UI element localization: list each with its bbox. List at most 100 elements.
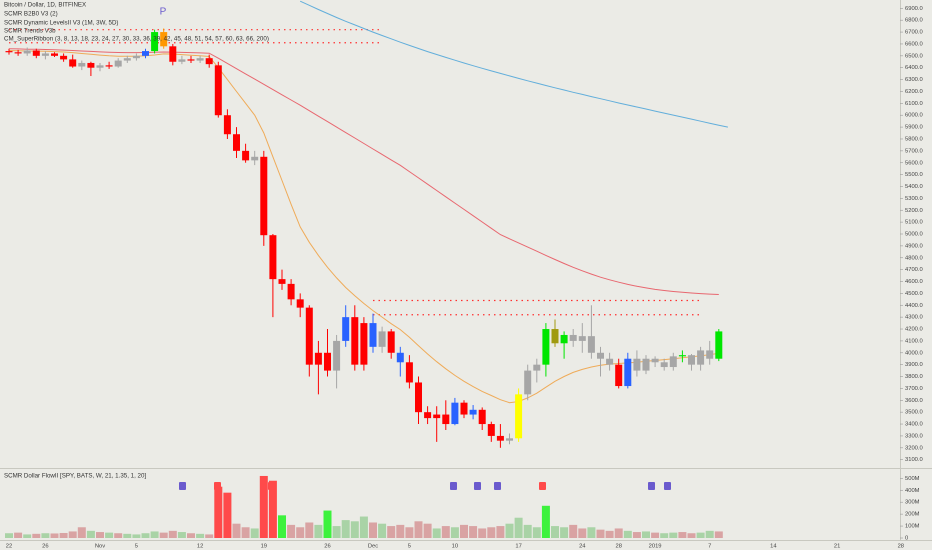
y-tick-label: 4200.0: [905, 327, 923, 333]
y-tick-label: 4900.0: [905, 243, 923, 249]
candle-body: [223, 115, 231, 135]
candle-body: [533, 364, 541, 371]
candle-body: [305, 307, 313, 365]
volume-bar: [660, 533, 669, 538]
candle-body: [487, 424, 495, 436]
candle-body: [578, 336, 586, 341]
candle-body: [296, 299, 304, 308]
candle-body: [51, 53, 58, 56]
candle-body: [615, 364, 623, 387]
y-tick-label: 4300.0: [905, 315, 923, 321]
volume-bar: [541, 505, 550, 538]
candle-body: [151, 32, 159, 52]
candle-body: [433, 414, 441, 419]
volume-bar: [378, 523, 387, 538]
candle-body: [515, 394, 523, 439]
volume-bar: [105, 532, 114, 538]
candle-body: [560, 334, 568, 344]
indicator-label: CM_SuperRibbon (3, 8, 13, 18, 23, 24, 27…: [4, 36, 269, 43]
volume-bar: [651, 532, 660, 538]
candle-body: [114, 60, 122, 67]
volume-bar: [323, 510, 332, 538]
candle-body: [469, 409, 477, 415]
x-tick-label: 28: [898, 544, 904, 550]
volume-bar: [487, 527, 496, 538]
y-tick-label: 5500.0: [905, 172, 923, 178]
volume-bar: [505, 523, 514, 538]
volume-bar: [614, 528, 623, 538]
candle-body: [396, 352, 404, 363]
signal-marker: [450, 482, 457, 490]
volume-bar: [114, 533, 123, 538]
signal-marker: [214, 482, 221, 490]
y-tick-label: 5900.0: [905, 125, 923, 131]
signal-markers: [179, 482, 671, 490]
candle-body: [606, 358, 614, 365]
candle-body: [597, 352, 604, 359]
candle-body: [41, 53, 49, 56]
volume-bar: [250, 528, 259, 538]
candle-body: [478, 409, 486, 425]
y-tick-label: 300M: [905, 500, 920, 506]
volume-bar: [551, 526, 559, 538]
volume-bar: [332, 526, 341, 538]
volume-bar: [596, 529, 605, 538]
price-pane: [5, 0, 729, 448]
volume-bar: [578, 528, 587, 538]
volume-bar: [305, 522, 314, 538]
x-tick-label: 12: [197, 544, 203, 550]
volume-bar: [396, 524, 405, 538]
y-tick-label: 3300.0: [905, 433, 923, 439]
candle-body: [324, 352, 331, 371]
volume-bar: [278, 515, 286, 538]
candle-body: [196, 58, 204, 61]
volume-bar: [496, 526, 505, 538]
candle-body: [360, 323, 368, 365]
y-tick-label: 4800.0: [905, 255, 923, 261]
volume-bar: [223, 492, 232, 538]
y-tick-label: 3500.0: [905, 410, 923, 416]
candle-body: [5, 51, 13, 53]
signal-marker: [664, 482, 671, 490]
volume-bar: [350, 521, 359, 538]
y-tick-label: 3100.0: [905, 457, 923, 463]
annotation: P: [160, 7, 167, 18]
x-tick-label: 24: [579, 544, 586, 550]
volume-bar: [187, 533, 195, 538]
x-tick-label: 28: [615, 544, 621, 550]
y-tick-label: 4500.0: [905, 291, 923, 297]
overlay-line: [8, 48, 719, 295]
y-tick-label: 5400.0: [905, 184, 923, 190]
chart-title: Bitcoin / Dollar, 1D, BITFINEX: [4, 2, 86, 9]
candle-body: [178, 59, 186, 62]
x-tick-label: 26: [42, 544, 48, 550]
x-tick-label: Nov: [95, 544, 105, 550]
x-tick-label: 19: [261, 544, 267, 550]
y-tick-label: 6600.0: [905, 41, 923, 47]
candle-body: [697, 350, 705, 365]
candle-body: [251, 156, 259, 161]
y-tick-label: 3800.0: [905, 374, 923, 380]
volume-bar: [669, 532, 678, 538]
signal-marker: [539, 482, 546, 490]
signal-marker: [268, 482, 275, 490]
candle-body: [142, 51, 149, 56]
candle-body: [460, 402, 468, 415]
volume-bar: [287, 524, 296, 538]
volume-bar: [359, 516, 368, 538]
volume-bar: [642, 531, 650, 538]
candle-body: [269, 235, 277, 280]
candle-body: [378, 331, 386, 347]
y-tick-label: 3400.0: [905, 422, 923, 428]
candle-body: [123, 58, 131, 61]
volume-bar: [478, 528, 487, 538]
volume-bar: [59, 532, 68, 538]
volume-bar: [132, 534, 141, 538]
y-tick-label: 4100.0: [905, 338, 923, 344]
volume-bar: [414, 521, 423, 538]
volume-bar: [205, 534, 214, 538]
candle-body: [551, 329, 559, 344]
volume-bar: [32, 533, 41, 538]
indicator-label: SCMR Trends V3b: [4, 28, 56, 35]
volume-bar: [77, 527, 86, 538]
